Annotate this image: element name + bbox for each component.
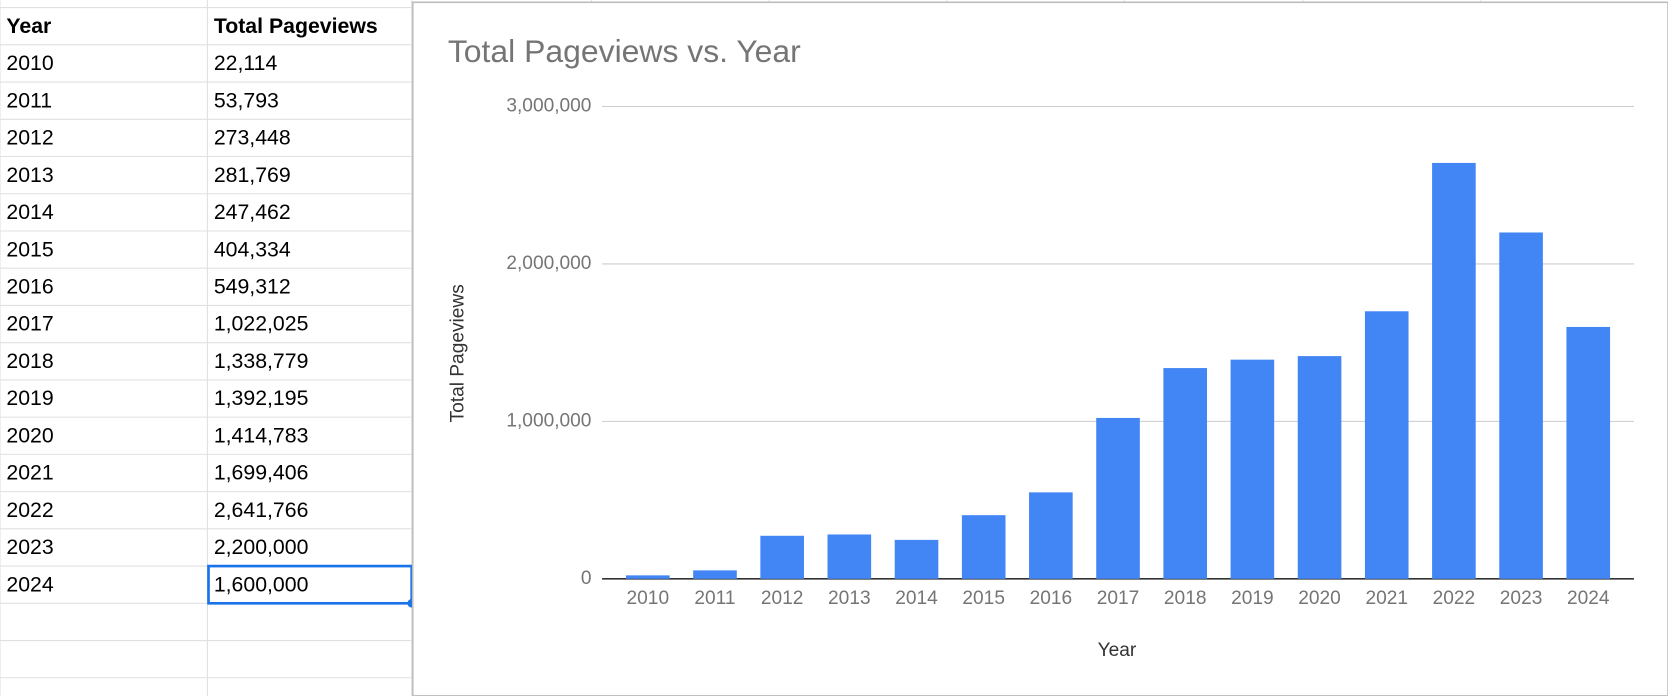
chart: Total Pageviews vs. Year Year Total Page… xyxy=(448,33,1634,661)
x-tick-label: 2013 xyxy=(828,588,871,609)
cell[interactable]: 2013 xyxy=(6,163,53,187)
cell[interactable]: 1,022,025 xyxy=(214,312,309,336)
bar[interactable] xyxy=(827,534,872,579)
cell[interactable]: 2015 xyxy=(6,237,53,261)
x-tick-label: 2019 xyxy=(1231,588,1274,609)
y-tick-label: 1,000,000 xyxy=(506,410,591,431)
bar[interactable] xyxy=(1096,417,1140,579)
x-tick-label: 2010 xyxy=(627,588,670,609)
bar[interactable] xyxy=(1163,368,1208,579)
cell[interactable]: 549,312 xyxy=(214,275,291,299)
cell[interactable]: 2,200,000 xyxy=(214,535,309,559)
x-tick-label: 2024 xyxy=(1567,588,1610,609)
cell[interactable]: 2012 xyxy=(6,126,53,150)
cell[interactable]: 247,462 xyxy=(214,200,291,224)
bar[interactable] xyxy=(760,535,804,579)
cell[interactable]: 2020 xyxy=(6,423,53,447)
bar[interactable] xyxy=(1297,356,1342,579)
y-tick-label: 2,000,000 xyxy=(506,253,591,274)
x-tick-label: 2023 xyxy=(1500,588,1543,609)
cell[interactable]: 2022 xyxy=(6,498,53,522)
x-tick-label: 2016 xyxy=(1030,588,1073,609)
bar[interactable] xyxy=(1566,326,1611,579)
cell[interactable]: 1,392,195 xyxy=(214,386,309,410)
cell[interactable]: 2018 xyxy=(6,349,53,373)
cell[interactable]: 1,338,779 xyxy=(214,349,309,373)
x-tick-label: 2017 xyxy=(1097,588,1140,609)
x-tick-label: 2022 xyxy=(1433,588,1476,609)
x-tick-label: 2021 xyxy=(1365,588,1408,609)
cell[interactable]: 2010 xyxy=(6,51,53,75)
bar[interactable] xyxy=(1364,311,1409,579)
bar[interactable] xyxy=(1230,359,1275,579)
x-tick-label: 2011 xyxy=(694,588,735,609)
cell[interactable]: 2014 xyxy=(6,200,53,224)
cell[interactable]: 273,448 xyxy=(214,126,291,150)
x-tick-label: 2015 xyxy=(962,588,1005,609)
cell[interactable]: 2019 xyxy=(6,386,53,410)
cell[interactable]: 53,793 xyxy=(214,88,279,112)
bar[interactable] xyxy=(894,539,939,579)
bar[interactable] xyxy=(1029,492,1073,579)
y-axis-title: Total Pageviews xyxy=(448,284,469,422)
chart-title: Total Pageviews vs. Year xyxy=(448,33,801,69)
y-tick-label: 0 xyxy=(581,568,592,589)
bar[interactable] xyxy=(1432,162,1476,579)
bar[interactable] xyxy=(626,575,670,579)
cell[interactable]: 2,641,766 xyxy=(214,498,309,522)
cell[interactable]: 1,699,406 xyxy=(214,461,309,485)
header-cell: Total Pageviews xyxy=(214,14,378,38)
x-tick-label: 2014 xyxy=(895,588,938,609)
x-axis-title: Year xyxy=(1098,640,1137,661)
cell[interactable]: 2021 xyxy=(6,461,53,485)
bar[interactable] xyxy=(961,515,1006,579)
cell[interactable]: 22,114 xyxy=(214,51,278,75)
bar[interactable] xyxy=(693,570,737,579)
cell[interactable]: 2016 xyxy=(6,275,53,299)
cell[interactable]: 2023 xyxy=(6,535,53,559)
bar[interactable] xyxy=(1499,232,1543,579)
cell[interactable]: 2011 xyxy=(6,88,52,112)
header-cell: Year xyxy=(6,14,51,38)
cell[interactable]: 281,769 xyxy=(214,163,291,187)
cell[interactable]: 1,600,000 xyxy=(214,572,309,596)
cell[interactable]: 1,414,783 xyxy=(214,423,309,447)
selected-cell xyxy=(207,564,414,605)
x-tick-label: 2020 xyxy=(1298,588,1341,609)
cell[interactable]: 404,334 xyxy=(214,237,291,261)
cell[interactable]: 2017 xyxy=(6,312,53,336)
x-tick-label: 2018 xyxy=(1164,588,1207,609)
y-tick-label: 3,000,000 xyxy=(506,96,591,117)
x-tick-label: 2012 xyxy=(761,588,804,609)
cell[interactable]: 2024 xyxy=(6,572,53,596)
spreadsheet: Year Total Pageviews 2010 22,114 2011 53,793 2… xyxy=(0,0,1482,696)
